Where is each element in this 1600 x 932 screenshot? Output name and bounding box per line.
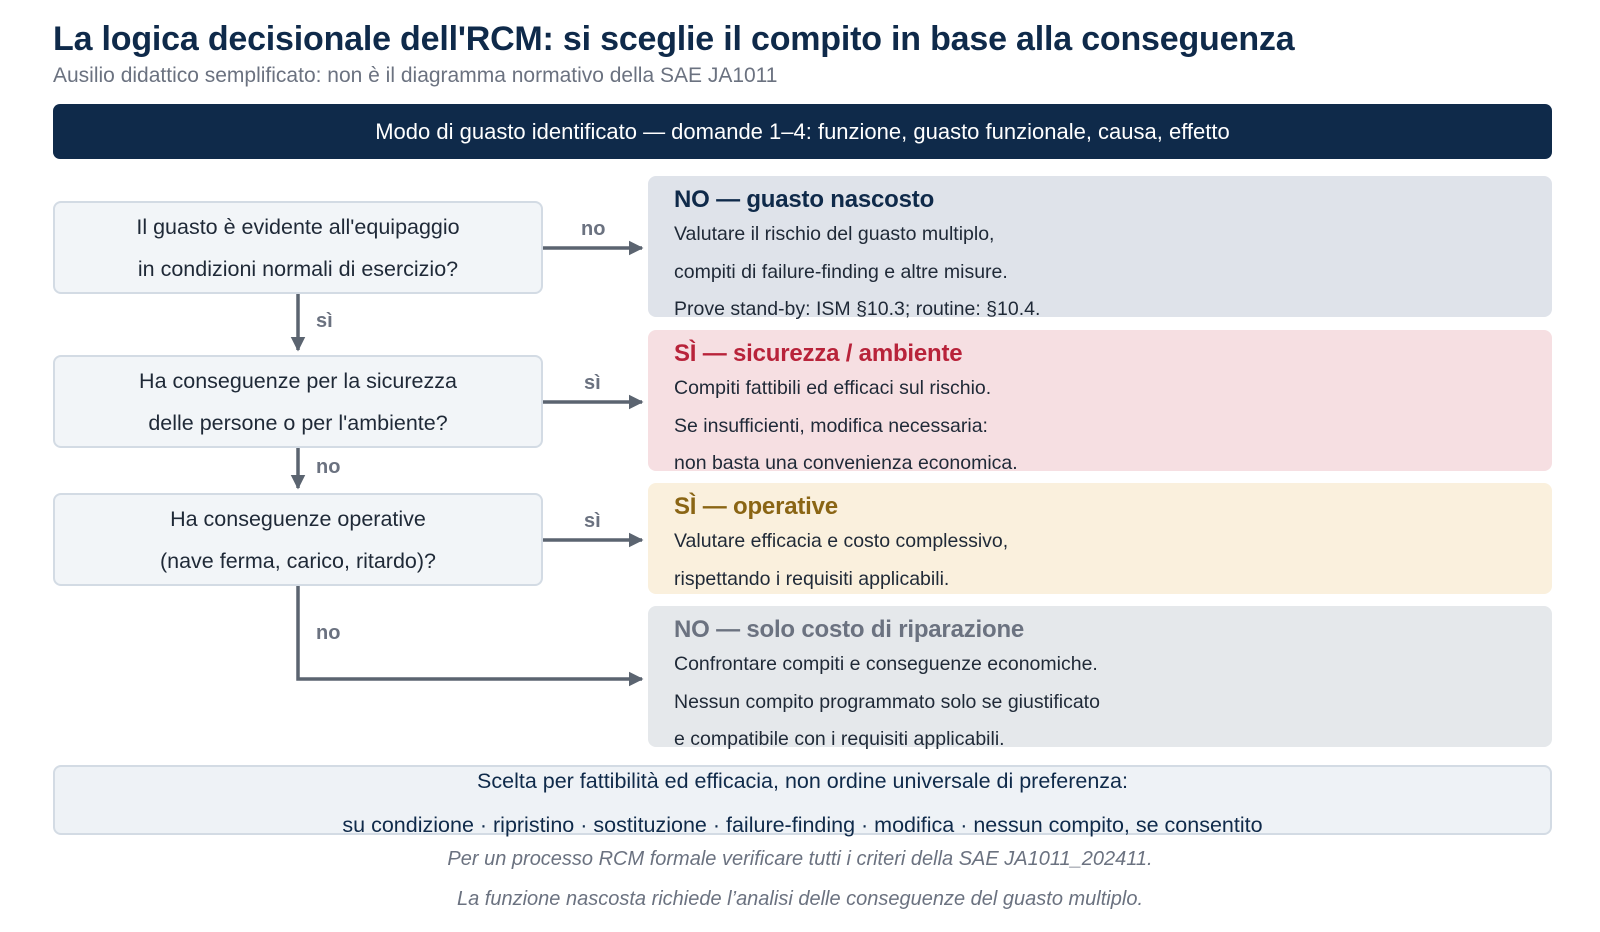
edge-label-q3-yes: sì (584, 510, 601, 532)
outcome-line: Nessun compito programmato solo se giust… (674, 690, 1100, 713)
question-text: Il guasto è evidente all'equipaggio (136, 214, 460, 239)
question-text: Ha conseguenze per la sicurezza (139, 368, 457, 393)
footer-note: Per un processo RCM formale verificare t… (447, 848, 1153, 870)
outcome-line: Prove stand-by: ISM §10.3; routine: §10.… (674, 298, 1041, 320)
question-text: in condizioni normali di esercizio? (137, 256, 459, 281)
outcome-line: e compatibile con i requisiti applicabil… (674, 728, 1005, 750)
outcome-line: non basta una convenienza economica. (674, 452, 1018, 474)
note-line: su condizione · ripristino · sostituzion… (342, 813, 1263, 837)
edge-label-q2-yes: sì (584, 372, 601, 394)
outcome-safety-environment: SÌ — sicurezza / ambiente Compiti fattib… (648, 330, 1552, 474)
edge-label-q3-no: no (316, 622, 341, 644)
outcome-line: rispettando i requisiti applicabili. (674, 567, 950, 590)
outcome-heading: NO — solo costo di riparazione (674, 616, 1025, 643)
page-subtitle: Ausilio didattico semplificato: non è il… (53, 64, 778, 87)
question-operational: Ha conseguenze operative (nave ferma, ca… (53, 493, 543, 586)
question-text: (nave ferma, carico, ritardo)? (159, 548, 436, 573)
task-selection-note: Scelta per fattibilità ed efficacia, non… (53, 765, 1552, 837)
note-line: Scelta per fattibilità ed efficacia, non… (477, 769, 1128, 793)
outcome-line: Confrontare compiti e conseguenze econom… (674, 653, 1098, 675)
failure-mode-banner: Modo di guasto identificato — domande 1–… (53, 104, 1552, 159)
question-text: delle persone o per l'ambiente? (148, 410, 448, 435)
outcome-line: Valutare efficacia e costo complessivo, (674, 530, 1009, 552)
edge-label-q1-yes: sì (316, 310, 333, 332)
outcome-line: Compiti fattibili ed efficaci sul rischi… (674, 377, 992, 399)
outcome-repair-cost: NO — solo costo di riparazione Confronta… (648, 606, 1552, 750)
edge-label-q1-no: no (581, 218, 606, 240)
outcome-hidden-failure: NO — guasto nascosto Valutare il rischio… (648, 176, 1552, 320)
edge-label-q2-no: no (316, 456, 341, 478)
question-evident-failure: Il guasto è evidente all'equipaggio in c… (53, 201, 543, 294)
outcome-line: Valutare il rischio del guasto multiplo, (674, 223, 995, 245)
outcome-heading: SÌ — sicurezza / ambiente (674, 340, 963, 367)
page-title: La logica decisionale dell'RCM: si scegl… (53, 20, 1295, 58)
outcome-line: Se insufficienti, modifica necessaria: (674, 414, 988, 437)
question-text: Ha conseguenze operative (170, 506, 426, 531)
outcome-line: compiti di failure-finding e altre misur… (674, 260, 1008, 283)
outcome-heading: SÌ — operative (674, 493, 838, 520)
footer-note: La funzione nascosta richiede l’analisi … (457, 888, 1143, 910)
outcome-operational: SÌ — operative Valutare efficacia e cost… (648, 483, 1552, 594)
arrow-q3-to-repair (296, 586, 644, 687)
outcome-heading: NO — guasto nascosto (674, 186, 935, 213)
question-safety-environment: Ha conseguenze per la sicurezza delle pe… (53, 355, 543, 448)
